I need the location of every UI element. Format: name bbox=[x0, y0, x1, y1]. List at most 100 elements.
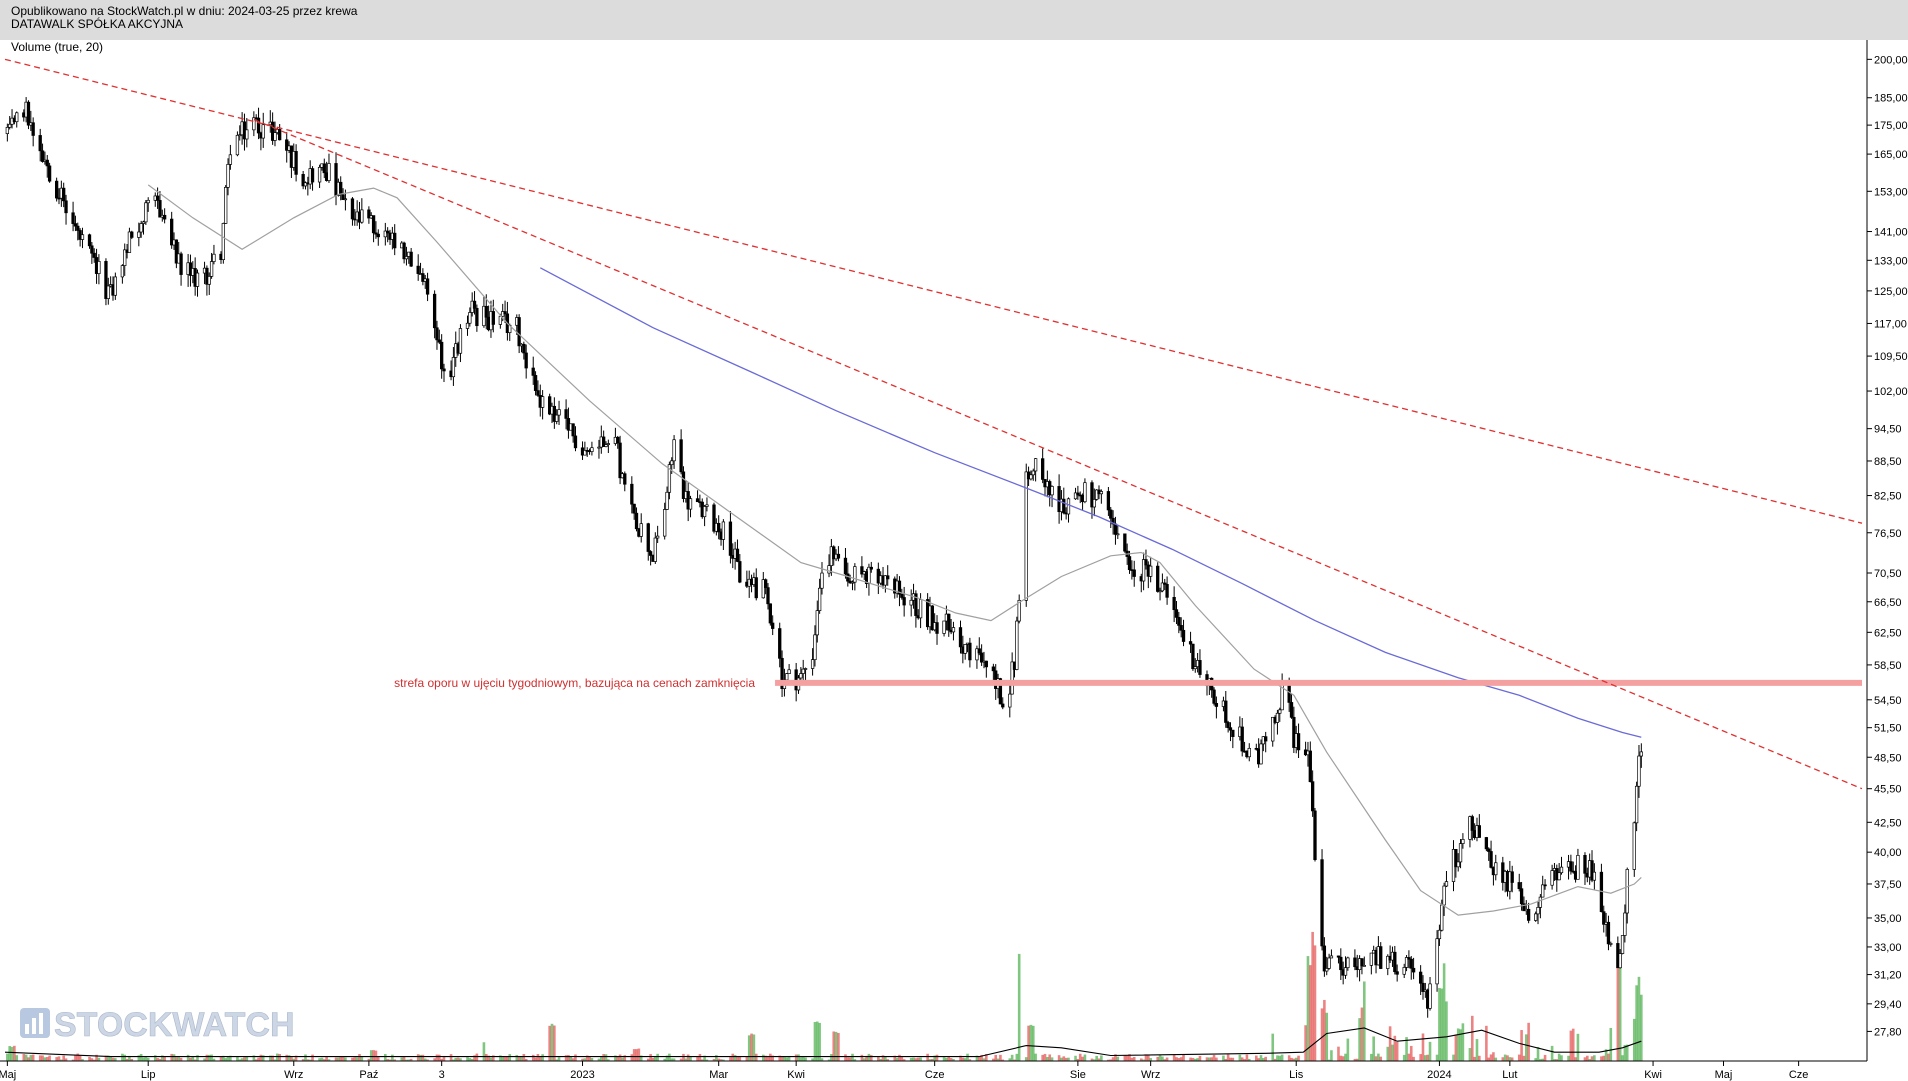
volume-bar bbox=[637, 1048, 641, 1061]
volume-bar bbox=[1017, 953, 1021, 1061]
volume-bar bbox=[1412, 1056, 1415, 1061]
candle-body bbox=[1095, 489, 1099, 500]
volume-bar bbox=[783, 1056, 786, 1061]
candle-body bbox=[557, 409, 561, 416]
volume-bar bbox=[501, 1057, 505, 1061]
volume-bar bbox=[1557, 1053, 1561, 1061]
candle-body bbox=[31, 122, 35, 136]
candle-body bbox=[702, 506, 707, 518]
volume-bar bbox=[1583, 1057, 1587, 1061]
candle-body bbox=[1510, 871, 1514, 883]
candle-body bbox=[555, 414, 559, 422]
candle-body bbox=[97, 261, 101, 274]
volume-bar bbox=[1337, 1046, 1340, 1061]
candle-body bbox=[1228, 727, 1233, 731]
candle-body bbox=[367, 209, 371, 219]
volume-bar bbox=[482, 1042, 486, 1061]
volume-bar bbox=[1459, 1029, 1462, 1061]
volume-bar bbox=[1090, 1058, 1094, 1061]
volume-bar bbox=[76, 1053, 80, 1061]
candle-body bbox=[195, 272, 200, 287]
volume-bar bbox=[778, 1055, 782, 1061]
candle-body bbox=[590, 447, 594, 452]
candle-body bbox=[1029, 474, 1033, 480]
y-tick-label: 125,00 bbox=[1874, 286, 1908, 298]
volume-bar bbox=[186, 1054, 190, 1061]
candle-body bbox=[1402, 967, 1406, 975]
candle-body bbox=[104, 261, 108, 299]
volume-bar bbox=[433, 1058, 436, 1061]
volume-bar bbox=[794, 1054, 798, 1061]
candle-body bbox=[1275, 712, 1280, 723]
x-tick-label: Cze bbox=[1789, 1069, 1809, 1081]
candle-body bbox=[404, 256, 409, 260]
volume-bar bbox=[78, 1055, 82, 1061]
volume-bar bbox=[1247, 1058, 1251, 1061]
candle-body bbox=[252, 117, 256, 131]
volume-bar bbox=[801, 1056, 805, 1061]
volume-bar bbox=[994, 1054, 998, 1061]
volume-bar bbox=[177, 1057, 181, 1061]
volume-bar bbox=[156, 1058, 159, 1061]
volume-bar bbox=[1395, 1041, 1399, 1061]
candle-body bbox=[583, 450, 587, 456]
candle-body bbox=[1017, 599, 1021, 622]
candle-body bbox=[1214, 703, 1219, 707]
candle-body bbox=[1484, 837, 1489, 850]
candle-body bbox=[1329, 955, 1334, 959]
volume-bar bbox=[1543, 1054, 1547, 1061]
volume-bar bbox=[442, 1055, 446, 1061]
volume-bar bbox=[374, 1050, 378, 1061]
candle-body bbox=[1623, 912, 1627, 936]
candle-body bbox=[1092, 499, 1096, 508]
candle-body bbox=[45, 159, 49, 167]
volume-bar bbox=[1041, 1054, 1044, 1061]
volume-bar bbox=[524, 1059, 528, 1061]
volume-bar bbox=[926, 1053, 929, 1061]
volume-bar bbox=[553, 1025, 556, 1061]
moving-average-gray-line bbox=[147, 184, 1642, 916]
volume-bar bbox=[1517, 1054, 1521, 1061]
volume-bar bbox=[492, 1055, 495, 1061]
volume-bar bbox=[1259, 1055, 1263, 1061]
volume-bar bbox=[1567, 1055, 1570, 1061]
volume-bar bbox=[663, 1058, 666, 1061]
candle-body bbox=[918, 599, 923, 619]
volume-bar bbox=[1097, 1058, 1101, 1061]
volume-bar bbox=[41, 1055, 44, 1061]
volume-bar bbox=[1541, 1058, 1545, 1061]
candle-body bbox=[491, 311, 495, 325]
candle-body bbox=[1177, 617, 1181, 626]
candle-body bbox=[909, 599, 913, 606]
volume-bar bbox=[311, 1054, 314, 1061]
volume-bar bbox=[1604, 1049, 1608, 1061]
volume-bar bbox=[386, 1059, 389, 1061]
volume-bar bbox=[811, 1058, 814, 1061]
volume-bar bbox=[1353, 1058, 1357, 1061]
volume-bar bbox=[1527, 1022, 1530, 1061]
volume-bar bbox=[684, 1058, 688, 1061]
volume-bar bbox=[1438, 987, 1441, 1061]
volume-bar bbox=[95, 1054, 98, 1061]
volume-bar bbox=[536, 1053, 540, 1061]
candle-body bbox=[522, 343, 526, 354]
candle-body bbox=[1289, 702, 1294, 718]
candle-body bbox=[672, 439, 676, 462]
candle-body bbox=[435, 327, 439, 341]
volume-bar bbox=[207, 1054, 211, 1061]
volume-bar bbox=[1358, 1018, 1361, 1061]
volume-bar bbox=[1240, 1057, 1244, 1061]
volume-bar bbox=[172, 1054, 176, 1061]
volume-bar bbox=[306, 1059, 310, 1061]
candle-body bbox=[1620, 935, 1625, 954]
candle-body bbox=[914, 593, 918, 616]
candle-body bbox=[402, 242, 406, 260]
volume-bar bbox=[952, 1059, 955, 1061]
candle-body bbox=[146, 199, 150, 204]
volume-bar bbox=[541, 1054, 544, 1061]
volume-bar bbox=[780, 1056, 784, 1061]
candle-body bbox=[458, 328, 463, 354]
volume-bar bbox=[1588, 1059, 1591, 1061]
volume-bar bbox=[475, 1053, 479, 1061]
candle-body bbox=[799, 673, 803, 679]
